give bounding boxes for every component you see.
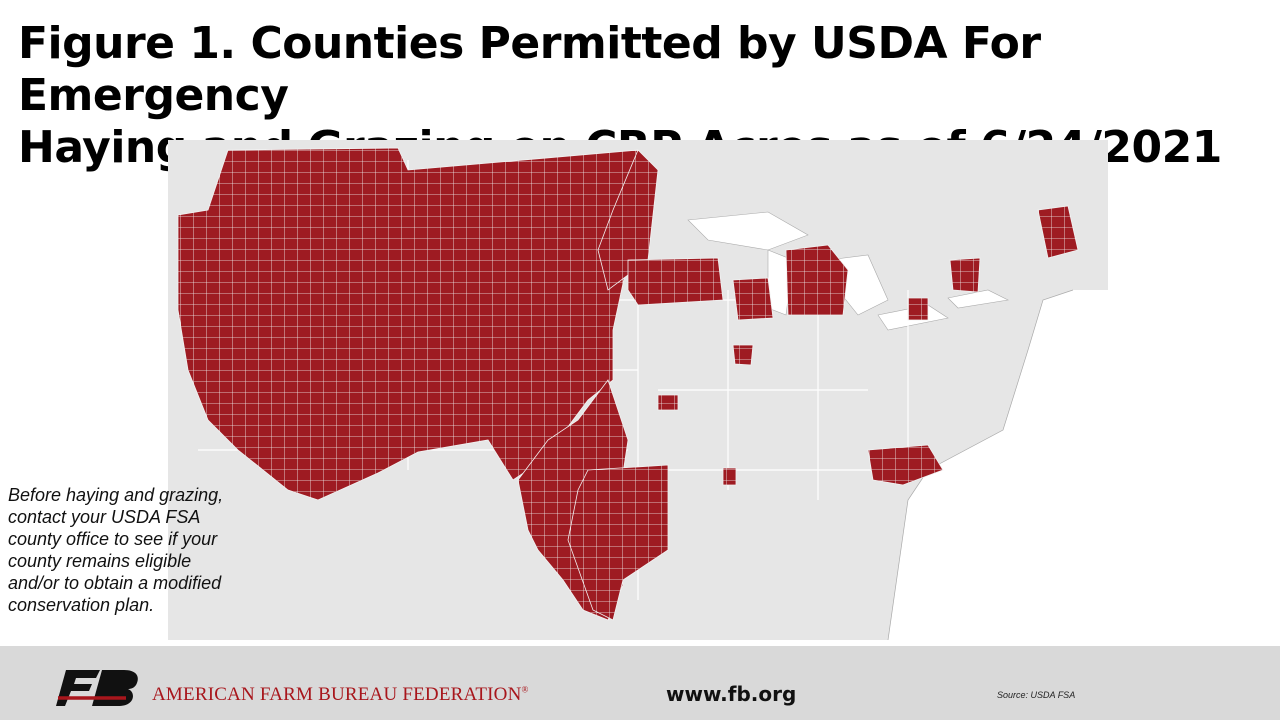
footer-band: AMERICAN FARM BUREAU FEDERATION® www.fb.… — [0, 646, 1280, 720]
region-southern-illinois — [732, 344, 754, 366]
organization-name-text: AMERICAN FARM BUREAU FEDERATION — [152, 684, 522, 705]
region-northern-plains — [597, 149, 659, 291]
eligible-counties — [177, 147, 1079, 621]
us-county-map — [168, 140, 1108, 640]
region-northern-illinois — [732, 277, 774, 321]
region-minnesota-iowa — [627, 257, 724, 306]
region-pennsylvania — [907, 297, 929, 321]
coastline — [887, 289, 1074, 640]
website-url: www.fb.org — [666, 682, 797, 706]
note-line-1: Before haying and grazing, — [8, 485, 224, 505]
note-line-2: contact your USDA FSA — [8, 507, 201, 527]
note-line-4: county remains eligible — [8, 551, 192, 571]
registered-mark: ® — [521, 684, 529, 695]
source-note: Source: USDA FSA — [997, 690, 1076, 700]
organization-name: AMERICAN FARM BUREAU FEDERATION® — [152, 684, 529, 706]
region-new-york — [949, 257, 981, 293]
region-missouri — [657, 394, 679, 411]
region-arkansas — [722, 467, 737, 486]
region-south-carolina — [867, 444, 944, 486]
title-line-1: Figure 1. Counties Permitted by USDA For… — [18, 18, 1041, 121]
region-michigan — [785, 244, 849, 316]
region-texas-gulf-coast — [567, 464, 669, 621]
region-maine — [1037, 205, 1079, 259]
note-line-3: county office to see if your — [8, 529, 218, 549]
note-line-6: conservation plan. — [8, 595, 155, 615]
fb-logo-icon — [56, 670, 138, 706]
note-line-5: and/or to obtain a modified — [8, 573, 222, 593]
advisory-note: Before haying and grazing, contact your … — [8, 484, 278, 616]
